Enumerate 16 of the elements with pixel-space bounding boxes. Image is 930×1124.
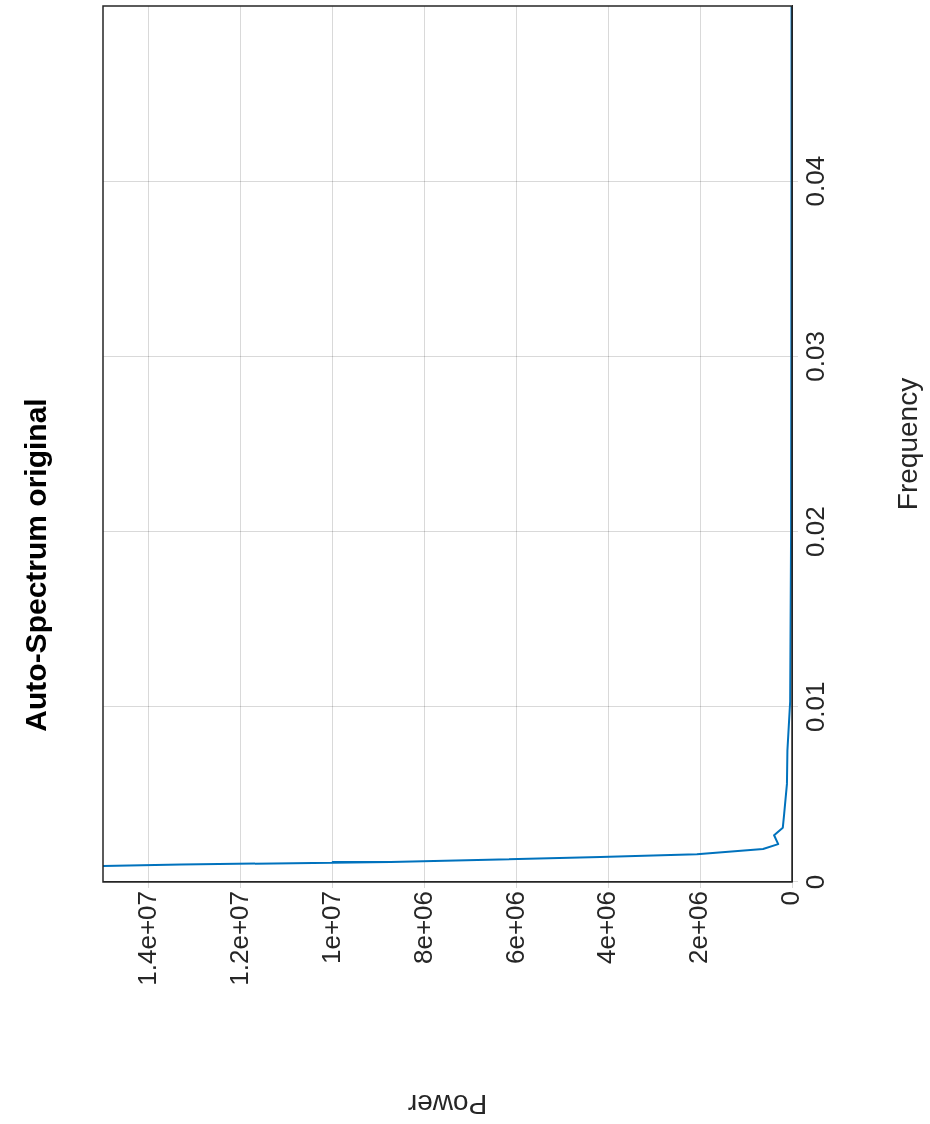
y-tick-label: 0.01 xyxy=(799,681,830,733)
y-tick-label: 0.02 xyxy=(799,506,830,557)
x-tick-label: 6e+06 xyxy=(499,891,530,965)
x-tick-label: 0 xyxy=(775,891,806,906)
x-tick-label: 1e+07 xyxy=(315,891,346,965)
x-tick-label: 4e+06 xyxy=(591,891,622,965)
y-tick-label: 0 xyxy=(799,874,830,890)
x-tick-label: 8e+06 xyxy=(407,891,438,965)
y-tick-label: 0.03 xyxy=(799,331,830,382)
x-axis-title: Power xyxy=(407,1089,488,1121)
y-tick-label: 0.04 xyxy=(799,155,830,207)
x-tick-label: 1.4e+07 xyxy=(132,891,163,986)
x-tick-label: 1.2e+07 xyxy=(223,891,254,986)
text: Auto-Spectrum original xyxy=(19,398,53,732)
x-tick-label: 2e+06 xyxy=(683,891,714,965)
y-axis-title: Frequency xyxy=(891,377,923,511)
